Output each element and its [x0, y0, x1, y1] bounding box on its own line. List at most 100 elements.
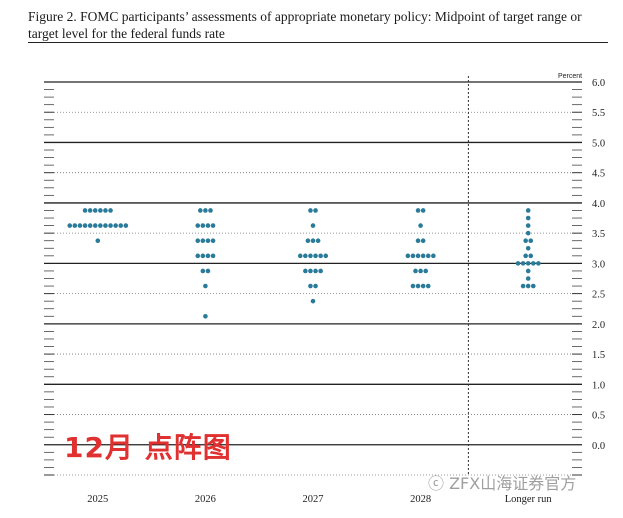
dot-marker: [531, 261, 536, 266]
dot-marker: [87, 208, 93, 213]
y-tick-label: 5.0: [592, 138, 605, 149]
y-tick-label: 2.0: [592, 320, 605, 331]
dot-marker: [95, 238, 101, 244]
overlay-caption: 12月 点阵图: [64, 431, 232, 464]
dot-marker: [198, 208, 203, 213]
dot-marker: [203, 313, 208, 319]
dot-marker: [523, 238, 528, 244]
y-tick-label: 3.0: [592, 259, 605, 270]
dot-marker: [297, 253, 303, 259]
dot-marker: [323, 253, 329, 259]
dot-marker: [200, 223, 206, 228]
y-axis: 6.0 5.5 5.0 4.5 4.0 3.5 3.0 2.5 2.0 1.5 1.0 0.5 0.0: [592, 78, 605, 452]
x-tick-label: Longer run: [505, 494, 553, 505]
dot-marker: [420, 238, 426, 244]
dot-marker: [313, 253, 318, 259]
dot-marker: [420, 283, 426, 289]
dot-marker: [210, 238, 216, 244]
x-tick-label: 2028: [410, 494, 431, 505]
y-tick-label: 4.5: [592, 169, 605, 180]
dot-marker: [318, 268, 323, 274]
dot-marker: [528, 238, 534, 244]
dot-marker: [528, 253, 534, 259]
y-tick-label: 1.5: [592, 350, 605, 361]
dot-marker: [108, 223, 113, 228]
dot-marker: [313, 283, 318, 289]
dot-marker: [92, 223, 98, 228]
dot-marker: [200, 268, 206, 274]
dot-marker: [98, 208, 103, 213]
dot-marker: [536, 261, 541, 266]
dot-marker: [418, 223, 423, 228]
dot-marker: [203, 283, 208, 289]
dot-marker: [423, 268, 429, 274]
dot-marker: [405, 253, 411, 259]
dot-marker: [210, 253, 216, 259]
dot-marker: [108, 208, 113, 213]
dot-marker: [123, 223, 129, 228]
dot-marker: [303, 268, 308, 274]
dot-marker: [415, 238, 421, 244]
dot-marker: [525, 283, 531, 289]
x-tick-label: 2026: [195, 494, 216, 505]
dot-marker: [531, 283, 536, 289]
dot-marker: [195, 238, 201, 244]
dot-marker: [420, 208, 426, 213]
y-tick-label: 4.0: [592, 199, 605, 210]
y-tick-label: 0.0: [592, 441, 605, 452]
dot-marker: [415, 283, 421, 289]
dot-marker: [77, 223, 83, 228]
dot-marker: [310, 298, 316, 304]
dot-marker: [525, 261, 531, 266]
dot-marker: [305, 238, 311, 244]
y-tick-label: 2.5: [592, 290, 605, 301]
dot-marker: [82, 223, 88, 228]
dot-marker: [525, 215, 531, 221]
x-tick-label: 2027: [303, 494, 324, 505]
dot-marker: [210, 223, 216, 228]
dot-marker: [195, 223, 201, 228]
y-tick-label: 0.5: [592, 411, 605, 422]
y-tick-label: 3.5: [592, 229, 605, 240]
x-tick-label: 2025: [87, 494, 108, 505]
dot-marker: [205, 268, 211, 274]
dot-marker: [515, 261, 521, 266]
dot-marker: [425, 253, 431, 259]
dot-marker: [92, 208, 98, 213]
figure-title: Figure 2. FOMC participants’ assessments…: [28, 9, 582, 41]
dot-marker: [98, 223, 103, 228]
dot-marker: [525, 208, 531, 213]
dot-marker: [205, 223, 211, 228]
dot-marker: [525, 268, 531, 274]
y-tick-label: 5.5: [592, 108, 605, 119]
dot-marker: [310, 238, 316, 244]
dots-layer: [67, 208, 541, 319]
dot-marker: [113, 223, 118, 228]
y-tick-label: 6.0: [592, 78, 605, 89]
dot-marker: [315, 238, 321, 244]
dot-marker: [415, 208, 421, 213]
dot-marker: [313, 208, 318, 213]
dot-marker: [205, 253, 211, 259]
dot-marker: [525, 276, 531, 281]
dot-marker: [410, 253, 416, 259]
dot-marker: [425, 283, 431, 289]
dot-marker: [308, 268, 313, 274]
dot-marker: [415, 253, 421, 259]
y-unit-label: Percent: [558, 73, 582, 80]
dot-marker: [525, 230, 531, 236]
dot-marker: [82, 208, 88, 213]
dot-marker: [203, 208, 208, 213]
dot-marker: [303, 253, 308, 259]
dot-marker: [103, 208, 108, 213]
dot-marker: [103, 223, 108, 228]
dot-marker: [520, 261, 526, 266]
dot-marker: [525, 245, 531, 251]
dot-marker: [318, 253, 323, 259]
dot-marker: [308, 283, 313, 289]
dot-marker: [308, 208, 313, 213]
dot-marker: [418, 268, 423, 274]
title-rule: [28, 42, 608, 43]
dot-marker: [413, 268, 418, 274]
dot-marker: [200, 253, 206, 259]
